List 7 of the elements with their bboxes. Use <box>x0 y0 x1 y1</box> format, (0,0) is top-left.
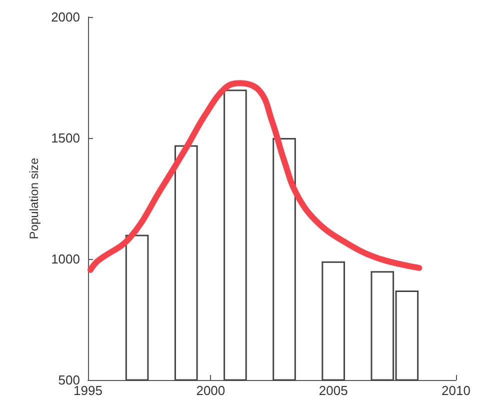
x-tick-label: 2005 <box>318 383 348 398</box>
y-tick-label: 1500 <box>51 130 80 146</box>
x-tick-label: 2010 <box>442 383 470 398</box>
y-tick-label: 1000 <box>51 252 80 266</box>
x-tick-label: 2000 <box>196 383 226 398</box>
y-axis-title: Population size <box>27 157 41 240</box>
y-tick-label: 2000 <box>51 10 80 24</box>
